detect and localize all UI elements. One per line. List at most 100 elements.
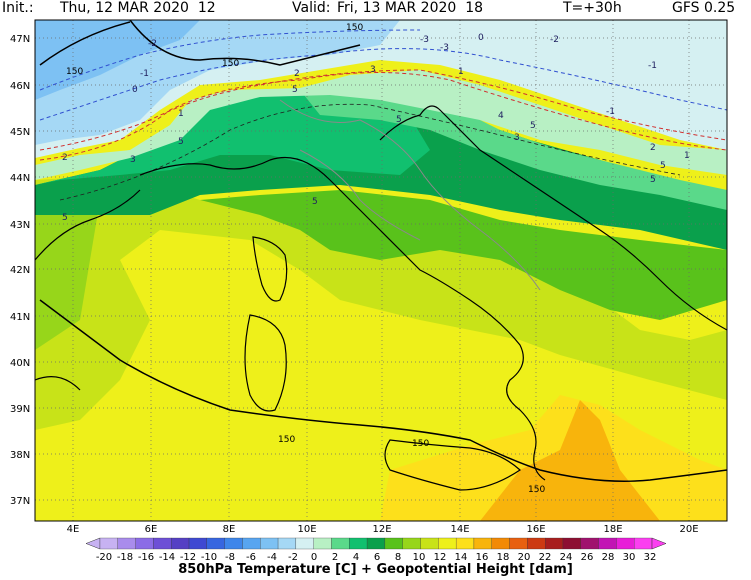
colorbar-cell bbox=[634, 537, 653, 550]
colorbar-cells bbox=[85, 537, 667, 550]
clabel: -1 bbox=[648, 61, 657, 71]
colorbar-tick-label: -18 bbox=[117, 552, 133, 562]
colorbar-cell bbox=[598, 537, 617, 550]
colorbar-tick-label: -12 bbox=[180, 552, 196, 562]
colorbar-cell bbox=[527, 537, 546, 550]
clabel: -1 bbox=[140, 69, 149, 79]
map-frame bbox=[34, 19, 728, 522]
clabel: 5 bbox=[530, 121, 536, 131]
colorbar-tick-label: -16 bbox=[138, 552, 154, 562]
colorbar-cell bbox=[295, 537, 314, 550]
lon-label: 20E bbox=[679, 524, 698, 534]
clabel: 5 bbox=[62, 213, 68, 223]
colorbar-tick-label: 22 bbox=[539, 552, 552, 562]
lat-label: 45N bbox=[10, 127, 30, 138]
colorbar-cell bbox=[117, 537, 136, 550]
colorbar-tick-label: 0 bbox=[311, 552, 317, 562]
clabel: 3 bbox=[370, 65, 376, 75]
colorbar-cell bbox=[509, 537, 528, 550]
clabel: -3 bbox=[440, 43, 449, 53]
colorbar-tick-label: -20 bbox=[96, 552, 112, 562]
colorbar-cell bbox=[171, 537, 190, 550]
colorbar-cell bbox=[562, 537, 581, 550]
map-header: Init.: Thu, 12 MAR 2020 12 Valid: Fri, 1… bbox=[0, 0, 751, 18]
height-label: 150 bbox=[346, 23, 363, 33]
clabel: 4 bbox=[498, 111, 504, 121]
clabel: -1 bbox=[606, 107, 615, 117]
colorbar-tick-label: 32 bbox=[644, 552, 657, 562]
clabel: 5 bbox=[650, 175, 656, 185]
colorbar-tick-label: 12 bbox=[434, 552, 447, 562]
lat-label: 39N bbox=[10, 404, 30, 415]
height-label: 150 bbox=[278, 435, 295, 445]
valid-label: Valid: bbox=[292, 0, 331, 16]
lat-label: 46N bbox=[10, 81, 30, 92]
clabel: 5 bbox=[292, 85, 298, 95]
lon-label: 4E bbox=[67, 524, 80, 534]
clabel: -3 bbox=[420, 35, 429, 45]
longitude-axis: 4E 6E 8E 10E 12E 14E 16E 18E 20E bbox=[67, 524, 699, 534]
height-label: 150 bbox=[528, 485, 545, 495]
lon-label: 8E bbox=[223, 524, 236, 534]
colorbar-cell bbox=[366, 537, 386, 550]
colorbar-cell bbox=[580, 537, 599, 550]
colorbar-tick-label: 18 bbox=[497, 552, 510, 562]
clabel: 0 bbox=[132, 85, 138, 95]
colorbar-tick-label: 30 bbox=[623, 552, 636, 562]
temperature-map: -2 -3 -1 0 1 2 3 5 -2 -3 -1 0 1 2 3 5 5 … bbox=[10, 19, 728, 534]
colorbar-cell bbox=[224, 537, 243, 550]
fill-minus2c bbox=[300, 85, 727, 210]
colorbar-cell bbox=[491, 537, 510, 550]
colorbar-tick-label: 8 bbox=[395, 552, 401, 562]
colorbar-tick-label: -6 bbox=[246, 552, 256, 562]
fill-12c bbox=[480, 400, 660, 521]
colorbar-cell bbox=[455, 537, 475, 550]
lon-label: 18E bbox=[603, 524, 622, 534]
lat-label: 47N bbox=[10, 34, 30, 45]
colorbar-cell bbox=[438, 537, 457, 550]
colorbar-cell bbox=[616, 537, 635, 550]
latitude-axis: 47N 46N 45N 44N 43N 42N 41N 40N 39N 38N … bbox=[10, 34, 30, 507]
colorbar-cell bbox=[260, 537, 279, 550]
height-label: 150 bbox=[222, 59, 239, 69]
clabel: -2 bbox=[550, 35, 559, 45]
fill-6c bbox=[35, 175, 727, 430]
lon-label: 6E bbox=[145, 524, 158, 534]
fill-4c-west bbox=[35, 190, 100, 350]
clabel: 5 bbox=[312, 197, 318, 207]
clabel: 2 bbox=[650, 143, 656, 153]
height-label: 150 bbox=[412, 439, 429, 449]
valid-value: Fri, 13 MAR 2020 18 bbox=[337, 0, 484, 16]
isotherms bbox=[39, 29, 727, 201]
colorbar-cell bbox=[473, 537, 492, 550]
colorbar-cell bbox=[402, 537, 421, 550]
colorbar-cell bbox=[206, 537, 225, 550]
colorbar-cell bbox=[420, 537, 439, 550]
init-value: Thu, 12 MAR 2020 12 bbox=[60, 0, 216, 16]
colorbar-tick-label: 10 bbox=[413, 552, 426, 562]
model-name: GFS 0.25 bbox=[672, 0, 736, 16]
lat-label: 40N bbox=[10, 358, 30, 369]
colorbar-cell bbox=[349, 537, 368, 550]
lat-label: 38N bbox=[10, 450, 30, 461]
colorbar-tick-label: 20 bbox=[518, 552, 531, 562]
clabel: 5 bbox=[660, 161, 666, 171]
colorbar-arrow-left bbox=[85, 537, 101, 550]
clabel: 2 bbox=[62, 153, 68, 163]
clabel: 3 bbox=[514, 133, 520, 143]
colorbar-tick-label: 14 bbox=[455, 552, 468, 562]
coastlines bbox=[35, 105, 727, 491]
colorbar-tick-label: -10 bbox=[201, 552, 217, 562]
fill-4c bbox=[200, 190, 727, 320]
colorbar-ticks: -20 -18 -16 -14 -12 -10 -8 -6 -4 -2 0 2 4 6 8 10 12 14 16 1… bbox=[96, 552, 657, 562]
colorbar-tick-label: -4 bbox=[267, 552, 277, 562]
colorbar-tick-label: -14 bbox=[159, 552, 175, 562]
clabel: 1 bbox=[178, 109, 184, 119]
lat-label: 37N bbox=[10, 496, 30, 507]
colorbar-cell bbox=[313, 537, 332, 550]
colorbar-arrow-right bbox=[651, 537, 667, 550]
lat-label: 43N bbox=[10, 220, 30, 231]
colorbar-cell bbox=[545, 537, 564, 550]
height-contours bbox=[39, 20, 727, 482]
lon-label: 10E bbox=[297, 524, 316, 534]
